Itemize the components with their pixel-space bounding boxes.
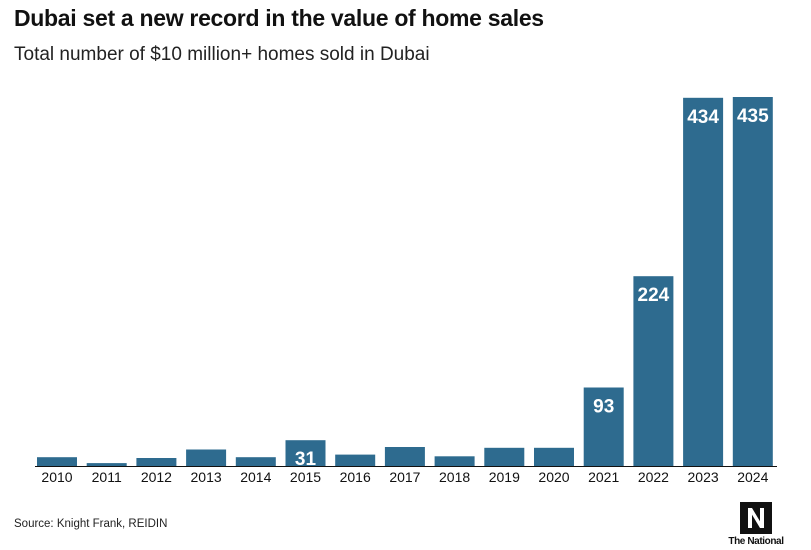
bar-2022: [633, 276, 674, 467]
bar-chart: 2010 2011 2012 2013 2014 2015 2016 2017 2018 2019…: [35, 97, 777, 485]
source-note: Source: Knight Frank, REIDIN: [14, 518, 168, 530]
bar-2023: [683, 97, 724, 467]
x-tick-label-2019: 2019: [489, 469, 520, 485]
x-tick-label-2014: 2014: [240, 469, 271, 485]
bar-2024: [732, 97, 773, 467]
data-label-2024: 435: [737, 106, 769, 127]
logo-mark-icon: [740, 502, 772, 534]
the-national-logo: The National: [727, 502, 785, 548]
bar-2013: [186, 449, 227, 467]
data-label-2023: 434: [687, 107, 719, 128]
x-axis-tick-labels: 2010 2011 2012 2013 2014 2015 2016 2017 2018 2019…: [41, 469, 768, 485]
data-label-2015: 31: [295, 449, 317, 470]
x-tick-label-2011: 2011: [92, 469, 122, 485]
bars-group: [37, 97, 773, 467]
x-tick-label-2017: 2017: [389, 469, 420, 485]
bar-2019: [484, 447, 525, 467]
chart-subtitle: Total number of $10 million+ homes sold …: [14, 44, 430, 65]
x-tick-label-2018: 2018: [439, 469, 470, 485]
x-tick-label-2012: 2012: [141, 469, 172, 485]
x-tick-label-2023: 2023: [688, 469, 719, 485]
bar-2015: [285, 440, 326, 467]
x-tick-label-2024: 2024: [737, 469, 768, 485]
bar-2012: [136, 458, 177, 467]
x-tick-label-2015: 2015: [290, 469, 321, 485]
bar-2016: [335, 454, 376, 467]
bar-2010: [37, 457, 77, 467]
bar-2014: [235, 457, 276, 467]
bar-2020: [534, 447, 574, 467]
data-labels-group: 31 93 224 434 435: [295, 106, 769, 470]
logo-wordmark: The National: [728, 536, 784, 547]
data-label-2021: 93: [593, 397, 614, 418]
bar-2018: [434, 456, 475, 467]
bar-2017: [384, 447, 425, 467]
x-tick-label-2021: 2021: [588, 469, 619, 485]
x-tick-label-2013: 2013: [191, 469, 222, 485]
bar-2011: [86, 463, 127, 467]
chart-title: Dubai set a new record in the value of h…: [14, 5, 544, 31]
bar-2021: [583, 387, 624, 467]
x-tick-label-2010: 2010: [41, 469, 72, 485]
x-tick-label-2016: 2016: [340, 469, 371, 485]
x-tick-label-2020: 2020: [538, 469, 569, 485]
data-label-2022: 224: [638, 285, 670, 306]
x-tick-label-2022: 2022: [638, 469, 669, 485]
